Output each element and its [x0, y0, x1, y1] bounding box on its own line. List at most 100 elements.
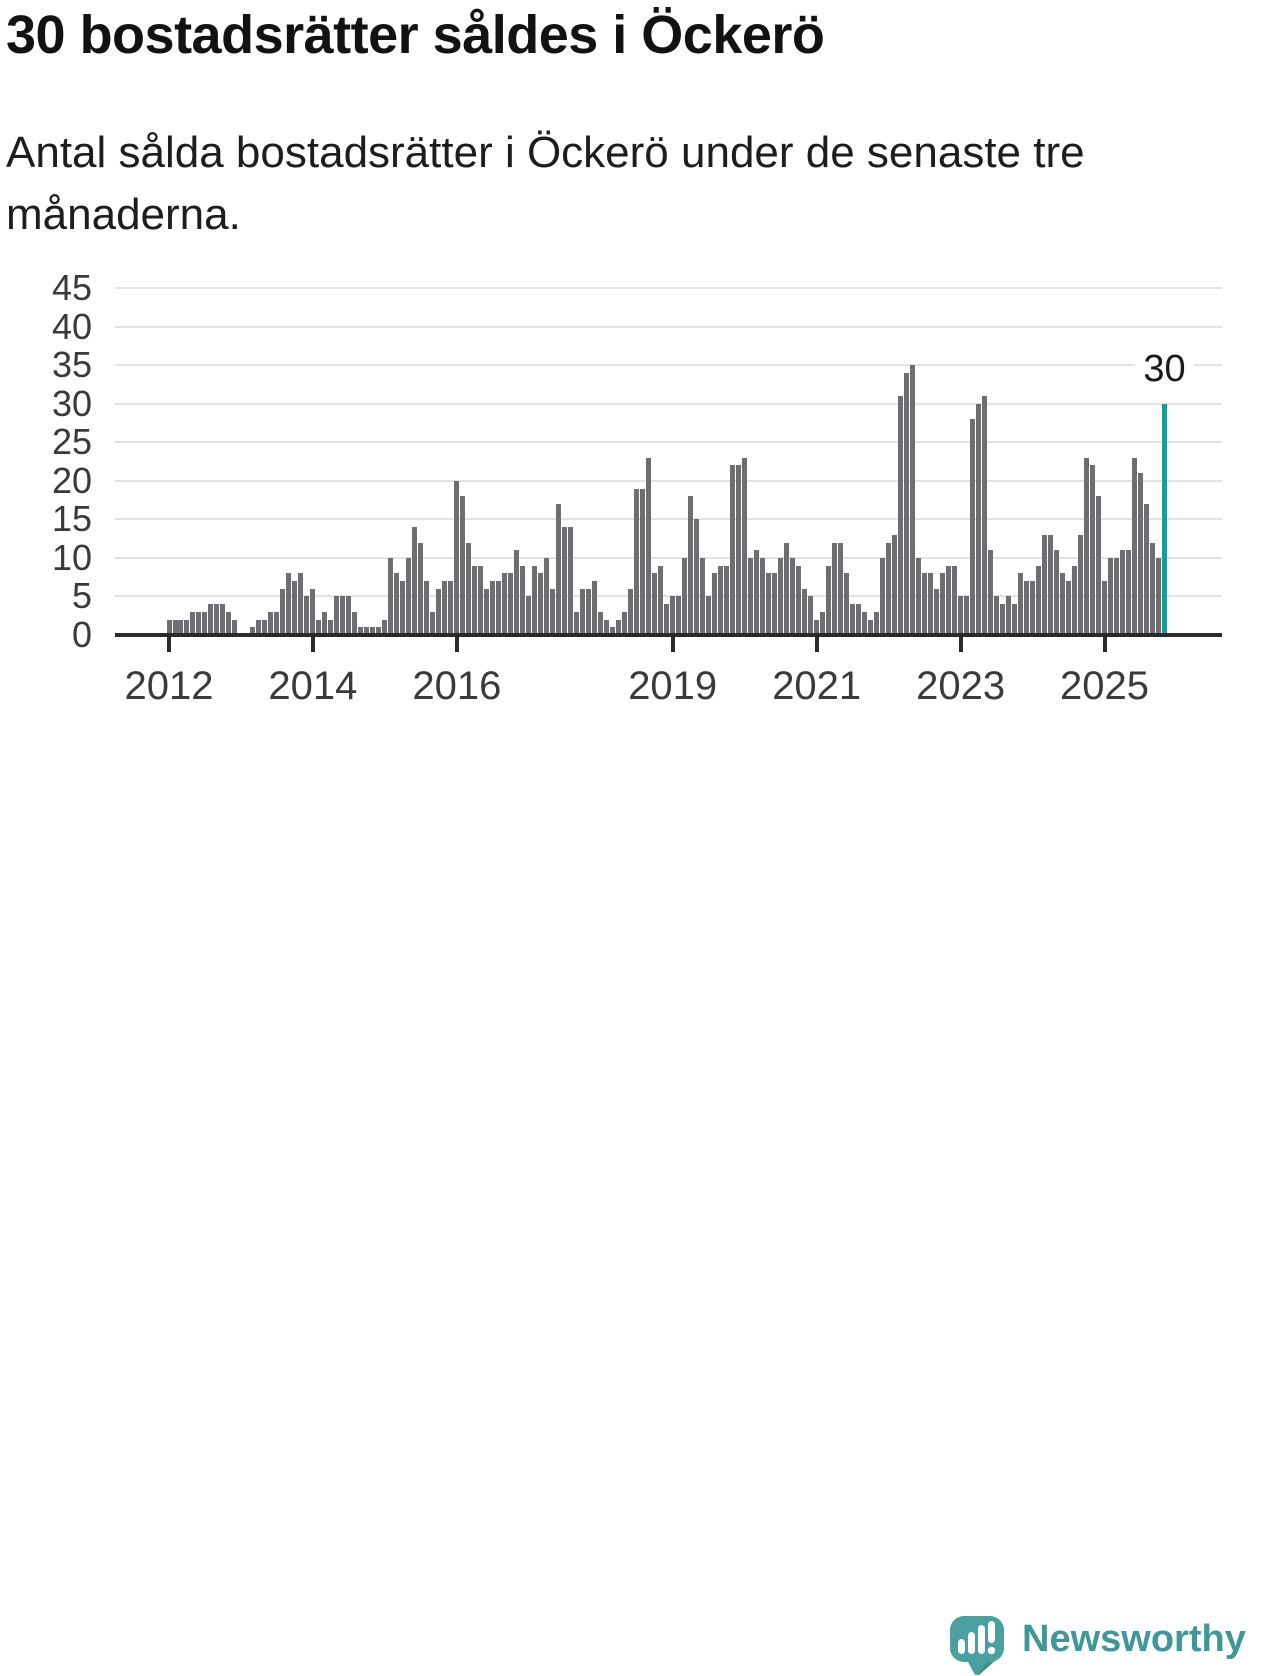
- bar: [364, 627, 370, 635]
- gridline: [115, 479, 1222, 482]
- bar: [1054, 550, 1060, 635]
- bar: [334, 596, 340, 635]
- bar: [1024, 581, 1030, 635]
- bar: [874, 611, 880, 635]
- x-tick-label: 2016: [412, 664, 502, 708]
- bar: [1102, 581, 1108, 635]
- bar: [1144, 503, 1149, 635]
- x-tick-label: 2021: [772, 664, 862, 708]
- bar: [454, 480, 460, 635]
- bar: [166, 619, 172, 635]
- bar: [1012, 604, 1018, 635]
- bar: [844, 573, 850, 635]
- x-tick-label: 2014: [268, 664, 358, 708]
- newsworthy-logo-icon: [950, 1616, 1004, 1675]
- gridline: [115, 402, 1222, 405]
- bar: [964, 596, 970, 635]
- bar: [202, 611, 208, 635]
- bar: [508, 573, 514, 635]
- bar: [820, 611, 826, 635]
- bar: [472, 565, 478, 635]
- bar: [310, 588, 316, 635]
- bar: [568, 527, 574, 635]
- bar: [424, 581, 430, 635]
- bar: [694, 519, 700, 635]
- x-tick-mark: [167, 635, 171, 652]
- bar: [760, 557, 766, 635]
- bar: [640, 488, 646, 635]
- bar: [850, 604, 856, 635]
- y-tick-label: 45: [51, 267, 92, 308]
- bar: [718, 565, 724, 635]
- bar: [178, 619, 184, 635]
- bar: [958, 596, 964, 635]
- bar: [724, 565, 730, 635]
- x-tick-label: 2025: [1060, 664, 1149, 708]
- bar: [382, 619, 388, 635]
- bar: [442, 581, 448, 635]
- bar: [214, 604, 220, 635]
- bar: [1162, 403, 1167, 635]
- bar: [304, 596, 310, 635]
- bar: [730, 465, 736, 635]
- highlight-value-label: 30: [1095, 348, 1235, 391]
- gridline: [115, 556, 1222, 559]
- bar: [904, 372, 910, 635]
- bar: [328, 619, 334, 635]
- bar: [946, 565, 952, 635]
- y-tick-label: 20: [51, 459, 92, 501]
- bar: [190, 611, 196, 635]
- bar: [754, 550, 760, 635]
- bar: [868, 619, 874, 635]
- x-tick-mark: [958, 635, 963, 652]
- bar: [430, 611, 436, 635]
- bar: [256, 619, 262, 635]
- bar: [682, 557, 688, 635]
- highlight-value-text: 30: [1135, 348, 1194, 391]
- bar: [574, 611, 580, 635]
- bar: [814, 619, 820, 635]
- bar: [916, 557, 922, 635]
- bar-chart: 0 5 10 15 20 25 30 35 40 45 2012 2014 2016 2019 2021 2…: [0, 0, 1262, 760]
- bar: [928, 573, 934, 635]
- bar: [940, 573, 946, 635]
- bar: [286, 573, 292, 635]
- bar: [526, 596, 532, 635]
- bar: [262, 619, 268, 635]
- bar: [1030, 581, 1036, 635]
- bar: [226, 611, 232, 635]
- bar: [676, 596, 682, 635]
- y-tick-label: 0: [71, 614, 92, 655]
- bar: [556, 503, 562, 635]
- bar: [1096, 496, 1102, 635]
- bar: [778, 557, 784, 635]
- bar: [712, 573, 718, 635]
- bar: [934, 588, 940, 635]
- bar: [316, 619, 322, 635]
- bar: [604, 619, 610, 635]
- bar: [490, 581, 496, 635]
- bar: [1138, 473, 1143, 635]
- bar: [418, 542, 424, 635]
- x-tick-label: 2019: [628, 664, 718, 708]
- bar: [484, 588, 490, 635]
- bar: [688, 496, 694, 635]
- bar: [706, 596, 712, 635]
- bar: [1132, 457, 1138, 635]
- bar: [298, 573, 304, 635]
- bar: [1120, 550, 1126, 635]
- bar: [622, 611, 628, 635]
- bar: [838, 542, 844, 635]
- x-tick-mark: [670, 635, 675, 652]
- bar: [196, 611, 202, 635]
- bar: [358, 627, 364, 635]
- bar: [1036, 565, 1042, 635]
- bar: [376, 627, 382, 635]
- brand-name: Newsworthy: [1022, 1618, 1246, 1660]
- bar: [340, 596, 346, 635]
- x-tick-label: 2023: [916, 664, 1006, 708]
- bar: [886, 542, 892, 635]
- bar: [802, 588, 808, 635]
- bar: [610, 627, 616, 635]
